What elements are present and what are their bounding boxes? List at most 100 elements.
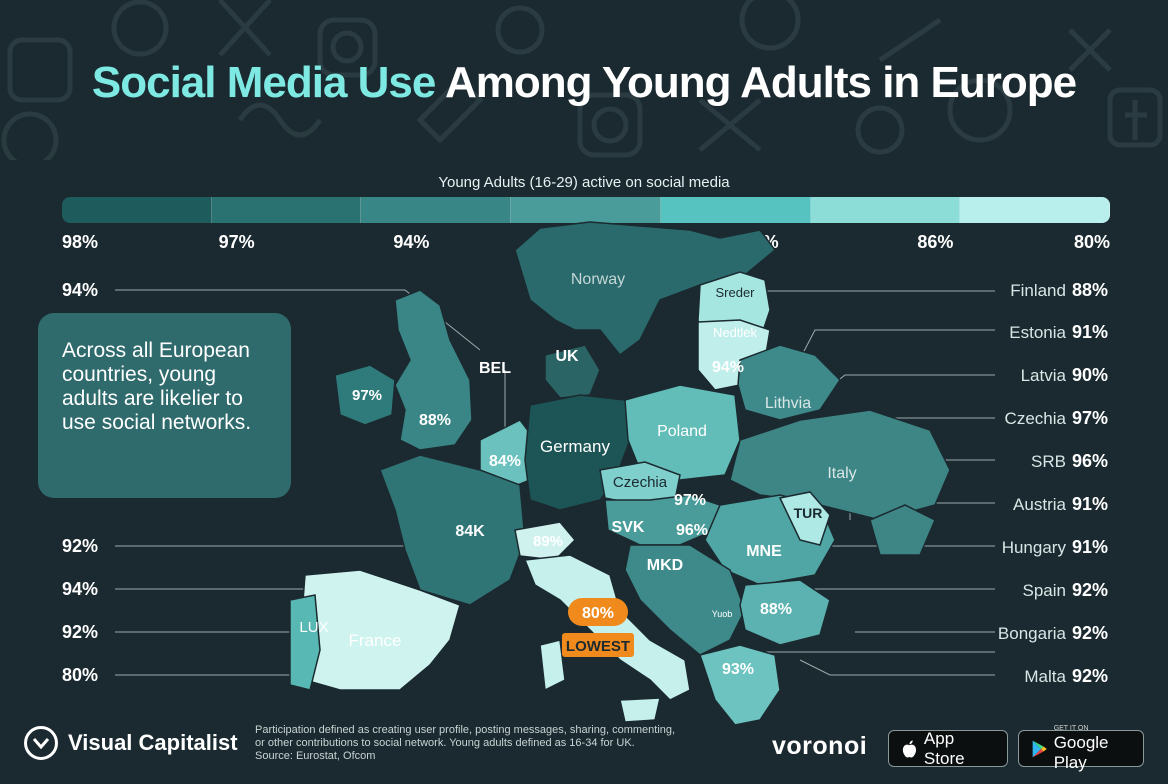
right-label-country: Finland	[1010, 281, 1066, 300]
scale-segment	[62, 197, 212, 223]
country-denmark	[544, 344, 601, 399]
right-label-country: Estonia	[1009, 323, 1066, 342]
label-germany: Germany	[540, 437, 610, 456]
visual-capitalist-logo[interactable]: Visual Capitalist	[24, 726, 238, 760]
country-east-tail	[869, 504, 936, 556]
right-label-country: Austria	[1013, 495, 1066, 514]
brand-name: Visual Capitalist	[68, 730, 238, 755]
label-tur: TUR	[794, 505, 823, 521]
footnote: Participation defined as creating user p…	[255, 724, 715, 763]
right-label-country: Bongaria	[997, 624, 1066, 643]
footnote-source: Source: Eurostat, Ofcom	[255, 750, 376, 762]
right-label-value: 96%	[1071, 451, 1108, 471]
right-label-value: 91%	[1071, 537, 1108, 557]
right-label-row: Spain 92%	[1022, 580, 1108, 601]
left-label-2: 92%	[62, 536, 99, 556]
right-label-value: 97%	[1071, 408, 1108, 428]
label-ireland-pct: 97%	[352, 387, 382, 404]
right-label-value: 88%	[1071, 280, 1108, 300]
right-label-country: Hungary	[1001, 538, 1066, 557]
label-uk-pct: 88%	[419, 412, 451, 429]
label-swiss-pct: 89%	[533, 533, 563, 550]
label-netherlands: Nedtlek	[713, 325, 758, 340]
right-label-country: Spain	[1022, 581, 1066, 600]
callout-text: Across all European countries, young adu…	[62, 339, 252, 434]
page-title: Social Media Use Among Young Adults in E…	[0, 58, 1168, 108]
right-label-row: Malta 92%	[1024, 666, 1108, 687]
scale-segment	[361, 197, 512, 223]
label-france: France	[349, 631, 402, 650]
scale-tick-label: 97%	[218, 232, 255, 252]
label-czechia-pct: 97%	[674, 492, 706, 509]
country-portugal	[289, 594, 321, 691]
country-uk	[394, 289, 473, 451]
right-label-row: Estonia 91%	[1009, 322, 1108, 343]
label-sweden-pct: 94%	[712, 359, 744, 376]
label-mkd: MKD	[647, 557, 683, 574]
right-label-row: Czechia 97%	[1005, 408, 1108, 429]
label-italy-pct: 80%	[582, 605, 614, 622]
scale-tick-label: 80%	[1073, 232, 1110, 252]
title-highlight: Social Media Use	[91, 58, 436, 107]
label-svk: SVK	[612, 519, 645, 536]
leader-lines	[115, 289, 995, 676]
country-france	[379, 454, 526, 606]
google-play-small: GET IT ON	[1053, 724, 1089, 732]
label-bel: BEL	[479, 360, 511, 377]
background-icon-pattern	[1, 0, 1163, 160]
country-sicily	[619, 697, 661, 723]
app-store-label: App Store	[923, 728, 965, 768]
label-mne: MNE	[746, 543, 782, 560]
label-bulgaria-pct: 88%	[760, 601, 792, 618]
right-label-country: SRB	[1031, 452, 1066, 471]
footnote-line: or other contributions to social network…	[255, 737, 635, 749]
country-tur	[778, 491, 831, 546]
apple-icon	[902, 740, 917, 757]
callout-box: Across all European countries, young adu…	[38, 313, 291, 498]
right-label-row: Finland 88%	[1010, 280, 1108, 301]
color-scale-bar	[62, 197, 1110, 223]
country-ireland	[334, 364, 396, 426]
scale-label: Young Adults (16-29) active on social me…	[438, 174, 730, 191]
scale-segment	[511, 197, 661, 223]
left-label-3: 94%	[62, 579, 99, 599]
country-poland	[624, 384, 741, 481]
label-lowest: LOWEST	[566, 638, 630, 655]
google-play-button[interactable]: GET IT ON Google Play	[1018, 725, 1144, 772]
right-label-row: Latvia 90%	[1021, 365, 1108, 386]
label-balkan-small: Yuob	[712, 609, 733, 619]
country-greece	[699, 644, 781, 726]
label-uk: UK	[555, 348, 579, 365]
left-label-5: 80%	[62, 665, 99, 685]
right-label-value: 92%	[1071, 623, 1108, 643]
label-lux: LUX	[299, 619, 328, 636]
right-label-row: Austria 91%	[1013, 494, 1108, 515]
country-sardinia	[539, 639, 566, 692]
right-label-country: Czechia	[1004, 409, 1066, 428]
right-label-value: 92%	[1071, 580, 1108, 600]
google-play-label: Google Play	[1053, 732, 1109, 772]
label-benelux-pct: 84%	[489, 453, 521, 470]
voronoi-logo[interactable]: voronoi	[772, 732, 868, 760]
scale-segment	[211, 197, 362, 223]
google-play-icon	[1032, 740, 1047, 757]
country-balkans	[624, 544, 746, 656]
footnote-line: Participation defined as creating user p…	[255, 724, 676, 736]
label-italy: Italy	[827, 465, 856, 482]
scale-tick-label: 98%	[62, 232, 99, 252]
country-bulgaria	[739, 579, 831, 646]
app-store-button[interactable]: App Store	[888, 728, 1008, 768]
chevron-down-icon	[24, 726, 58, 760]
scale-tick-label: 86%	[917, 232, 954, 252]
lowest-badge: 80% LOWEST	[562, 598, 634, 657]
right-label-value: 92%	[1071, 666, 1108, 686]
left-label-4: 92%	[62, 622, 99, 642]
label-france-pct: 84K	[455, 523, 485, 540]
right-label-row: Bongaria 92%	[998, 623, 1108, 644]
scale-segment	[810, 197, 961, 223]
right-label-row: SRB 96%	[1031, 451, 1108, 472]
label-svk-pct: 96%	[676, 522, 708, 539]
right-label-row: Hungary 91%	[1002, 537, 1108, 558]
right-label-country: Malta	[1024, 667, 1066, 686]
